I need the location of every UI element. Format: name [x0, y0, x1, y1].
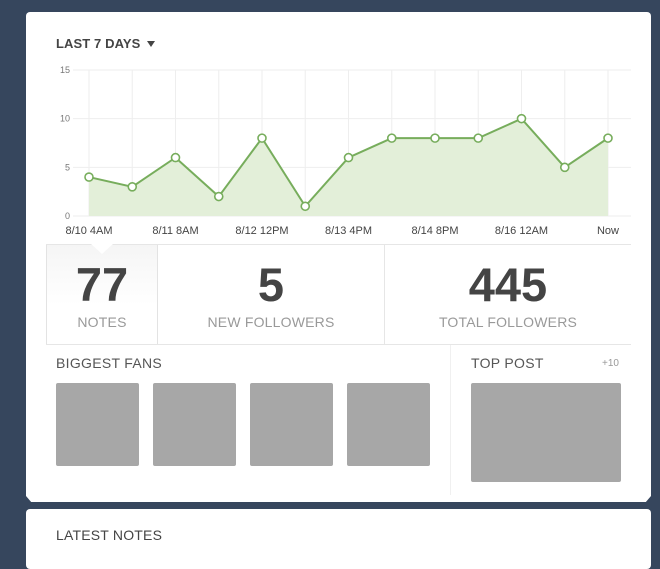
- data-point: [127, 182, 138, 192]
- latest-notes-card: LATEST NOTES: [26, 509, 651, 569]
- section-divider: [46, 344, 631, 345]
- new-followers-label: NEW FOLLOWERS: [207, 314, 335, 330]
- data-point: [516, 113, 527, 124]
- notes-count: 77: [75, 258, 129, 311]
- range-selector[interactable]: LAST 7 DAYS: [56, 36, 156, 51]
- fan-avatar-3[interactable]: [250, 383, 333, 466]
- top-post-title: TOP POST: [471, 355, 544, 371]
- top-post-thumbnail[interactable]: [471, 383, 621, 482]
- latest-notes-title: LATEST NOTES: [56, 527, 163, 543]
- x-tick-label: 8/12 12PM: [235, 225, 288, 237]
- top-post-count[interactable]: +10: [602, 358, 619, 369]
- y-tick-label: 0: [65, 211, 70, 221]
- x-tick-label: 8/10 4AM: [65, 225, 112, 237]
- card-notch-left: [26, 496, 32, 510]
- stats-row: 77 NOTES 5 NEW FOLLOWERS 445 TOTAL FOLLO…: [46, 244, 631, 345]
- x-tick-label: 8/16 12AM: [495, 225, 548, 237]
- activity-chart: 0 5 10 15 8/10 4AM 8/11 8AM 8/12 12PM 8/13 4PM 8…: [60, 65, 631, 237]
- x-tick-label: 8/14 8PM: [411, 225, 458, 237]
- y-tick-label: 15: [60, 65, 70, 75]
- activity-card: LAST 7 DAYS 0 5 10 15 8/10 4AM 8/11 8AM 8/12 1…: [26, 12, 651, 502]
- total-followers-count: 445: [468, 258, 548, 311]
- data-point: [84, 172, 94, 182]
- x-tick-label: Now: [597, 225, 619, 237]
- data-point: [170, 152, 181, 163]
- new-followers-count: 5: [257, 258, 285, 311]
- data-point: [430, 133, 440, 143]
- active-pointer: [91, 244, 113, 254]
- biggest-fans-title: BIGGEST FANS: [56, 355, 163, 371]
- y-tick-label: 10: [60, 114, 70, 124]
- data-point: [473, 133, 484, 143]
- data-point: [300, 201, 311, 212]
- y-tick-label: 5: [65, 162, 70, 172]
- total-followers-label: TOTAL FOLLOWERS: [438, 314, 578, 330]
- stat-total-followers[interactable]: 445 TOTAL FOLLOWERS: [385, 245, 631, 345]
- stat-notes[interactable]: 77 NOTES: [46, 244, 158, 345]
- x-tick-label: 8/11 8AM: [152, 225, 198, 237]
- stat-new-followers[interactable]: 5 NEW FOLLOWERS: [158, 245, 384, 345]
- caret-down-icon: [147, 40, 156, 47]
- data-point: [257, 133, 267, 143]
- data-point: [213, 191, 224, 202]
- stats-divider: [384, 245, 385, 345]
- data-point: [603, 133, 613, 143]
- fans-divider: [450, 345, 451, 495]
- fan-avatar-4[interactable]: [347, 383, 430, 466]
- card-notch-right: [645, 496, 651, 510]
- fan-avatar-1[interactable]: [56, 383, 139, 466]
- notes-label: NOTES: [77, 314, 127, 330]
- x-tick-label: 8/13 4PM: [325, 225, 372, 237]
- data-point: [343, 152, 354, 163]
- data-point: [386, 133, 397, 143]
- fan-avatar-2[interactable]: [153, 383, 236, 466]
- data-point: [559, 162, 570, 173]
- range-label: LAST 7 DAYS: [56, 36, 141, 51]
- series-area: [89, 118, 608, 216]
